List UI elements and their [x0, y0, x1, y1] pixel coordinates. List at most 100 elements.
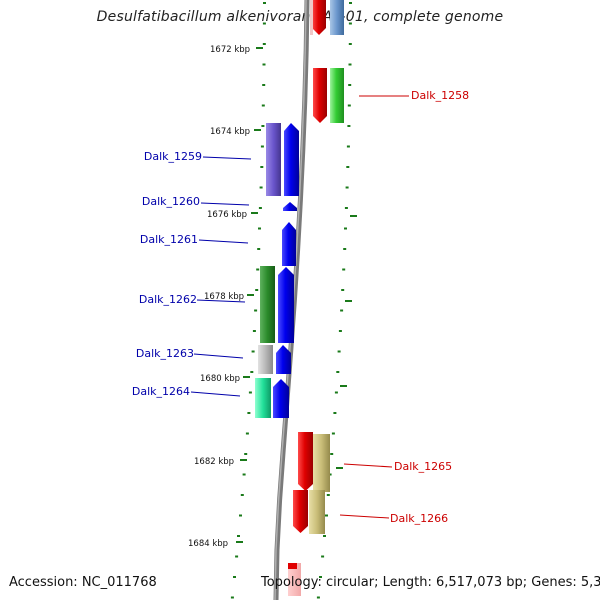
cds-arrow-dalk-1260[interactable]: [283, 202, 297, 211]
ring-guide-dash: [336, 467, 343, 469]
ring-guide-dot: [262, 43, 266, 45]
ring-guide-dot: [334, 391, 338, 394]
ring-guide-dot: [245, 432, 249, 435]
ring-guide-dot: [262, 84, 266, 86]
cds-arrow-dalk-1261[interactable]: [282, 222, 296, 266]
ring-guide-dot: [347, 104, 351, 107]
ring-guide-dot: [258, 227, 261, 230]
leader-dalk-1264: [190, 391, 241, 397]
ring-guide-dot: [336, 371, 340, 373]
ring-guide-dot: [323, 535, 326, 537]
gene-label-dalk-1258[interactable]: Dalk_1258: [411, 89, 469, 102]
cog-block-dalk-1259: [266, 123, 281, 196]
cog-block-dalk-1264: [255, 378, 271, 418]
genome-summary-text: Topology: circular; Length: 6,517,073 bp…: [261, 575, 600, 590]
gene-label-dalk-1266[interactable]: Dalk_1266: [390, 512, 448, 525]
leader-dalk-1261: [198, 239, 249, 244]
cog-block-dalk-1265: [313, 434, 330, 492]
cog-block-dalk-1258: [330, 68, 344, 123]
ring-guide-dot: [255, 289, 259, 291]
leader-dalk-1263: [193, 353, 244, 359]
cds-arrow-top[interactable]: [312, 0, 326, 35]
accession-text: Accession: NC_011768: [9, 575, 157, 590]
ring-guide-dot: [345, 186, 349, 189]
ring-guides: [230, 2, 357, 599]
ring-guide-dot: [344, 227, 347, 230]
ring-guide-dot: [250, 371, 254, 373]
ring-guide-dot: [344, 207, 348, 209]
ring-guide-dash: [350, 215, 357, 217]
ring-guide-dot: [260, 145, 264, 148]
ring-guide-dash: [345, 300, 352, 302]
tick-label-1674: 1674 kbp: [210, 127, 250, 137]
cds-arrow-dalk-1266[interactable]: [293, 490, 308, 533]
ring-guide-dot: [331, 432, 335, 435]
ring-guide-dot: [247, 412, 251, 414]
ring-guide-dot: [259, 186, 263, 189]
gene-label-dalk-1260[interactable]: Dalk_1260: [142, 195, 200, 208]
ring-guide-dot: [333, 412, 337, 414]
tick-label-1678: 1678 kbp: [204, 292, 244, 302]
cog-block-dalk-1263: [258, 345, 273, 374]
ring-guide-dash: [340, 385, 347, 387]
gene-label-dalk-1264[interactable]: Dalk_1264: [132, 385, 190, 398]
ring-guide-dot: [349, 2, 352, 4]
ring-guide-dot: [348, 63, 352, 66]
ring-guide-dot: [235, 555, 239, 558]
ring-guide-dot: [342, 268, 346, 271]
cds-arrow-dalk-1265[interactable]: [298, 432, 313, 491]
ring-guide-dot: [348, 84, 352, 86]
ring-guide-dot: [343, 248, 347, 250]
ring-guide-dot: [261, 104, 265, 107]
ring-guide-dot: [251, 350, 255, 353]
ring-guide-dot: [256, 268, 260, 271]
cds-arrow-dalk-1259[interactable]: [284, 123, 299, 196]
genome-backbone: [273, 0, 310, 600]
ring-guide-dot: [263, 2, 266, 4]
gene-label-dalk-1263[interactable]: Dalk_1263: [136, 347, 194, 360]
tick-label-1684: 1684 kbp: [188, 539, 228, 549]
leader-dalk-1266: [339, 514, 390, 519]
cds-arrow-dalk-1264[interactable]: [273, 379, 289, 418]
cds-arrow-dalk-1258[interactable]: [313, 68, 327, 123]
gene-label-dalk-1265[interactable]: Dalk_1265: [394, 460, 452, 473]
ring-guide-dot: [321, 555, 325, 558]
cds-arrow-dalk-1262[interactable]: [278, 267, 294, 343]
ring-guide-dot: [230, 596, 234, 599]
tick-label-1682: 1682 kbp: [194, 457, 234, 467]
ring-guide-dot: [319, 576, 322, 578]
tick-label-1672: 1672 kbp: [210, 45, 250, 55]
ring-guide-dot: [239, 514, 242, 517]
ring-guide-dot: [237, 535, 240, 537]
gene-label-dalk-1261[interactable]: Dalk_1261: [140, 233, 198, 246]
leader-dalk-1265: [343, 463, 393, 468]
ring-guide-dot: [346, 166, 350, 168]
ring-guide-dot: [233, 576, 236, 578]
leader-dalk-1259: [202, 156, 252, 160]
gene-label-dalk-1262[interactable]: Dalk_1262: [139, 293, 197, 306]
ring-guide-dot: [340, 309, 344, 312]
ring-guide-dot: [260, 166, 264, 168]
cog-block-top-left: [310, 0, 313, 35]
leader-dalk-1260: [200, 202, 250, 206]
map-title: Desulfatibacillum alkenivorans AK-01, co…: [96, 9, 504, 25]
ring-guide-dot: [341, 289, 345, 291]
cds-arrow-bottom[interactable]: [288, 563, 301, 596]
ring-guide-dot: [248, 391, 252, 394]
ring-guide-dot: [338, 330, 342, 332]
scale-ticks: [236, 47, 263, 543]
ring-guide-dot: [254, 309, 258, 312]
gene-label-dalk-1259[interactable]: Dalk_1259: [144, 150, 202, 163]
ring-guide-dot: [262, 22, 266, 25]
tick-label-1680: 1680 kbp: [200, 374, 240, 384]
ring-guide-dot: [347, 125, 351, 127]
cds-arrow-dalk-1263[interactable]: [276, 345, 291, 374]
ring-guide-dot: [348, 43, 352, 45]
cog-block-top-right: [330, 0, 344, 35]
ring-guide-dot: [348, 22, 352, 25]
ring-guide-dot: [328, 473, 332, 476]
ring-guide-dot: [262, 63, 266, 66]
ring-guide-dot: [258, 207, 262, 209]
cog-block-dalk-1262: [260, 266, 275, 343]
